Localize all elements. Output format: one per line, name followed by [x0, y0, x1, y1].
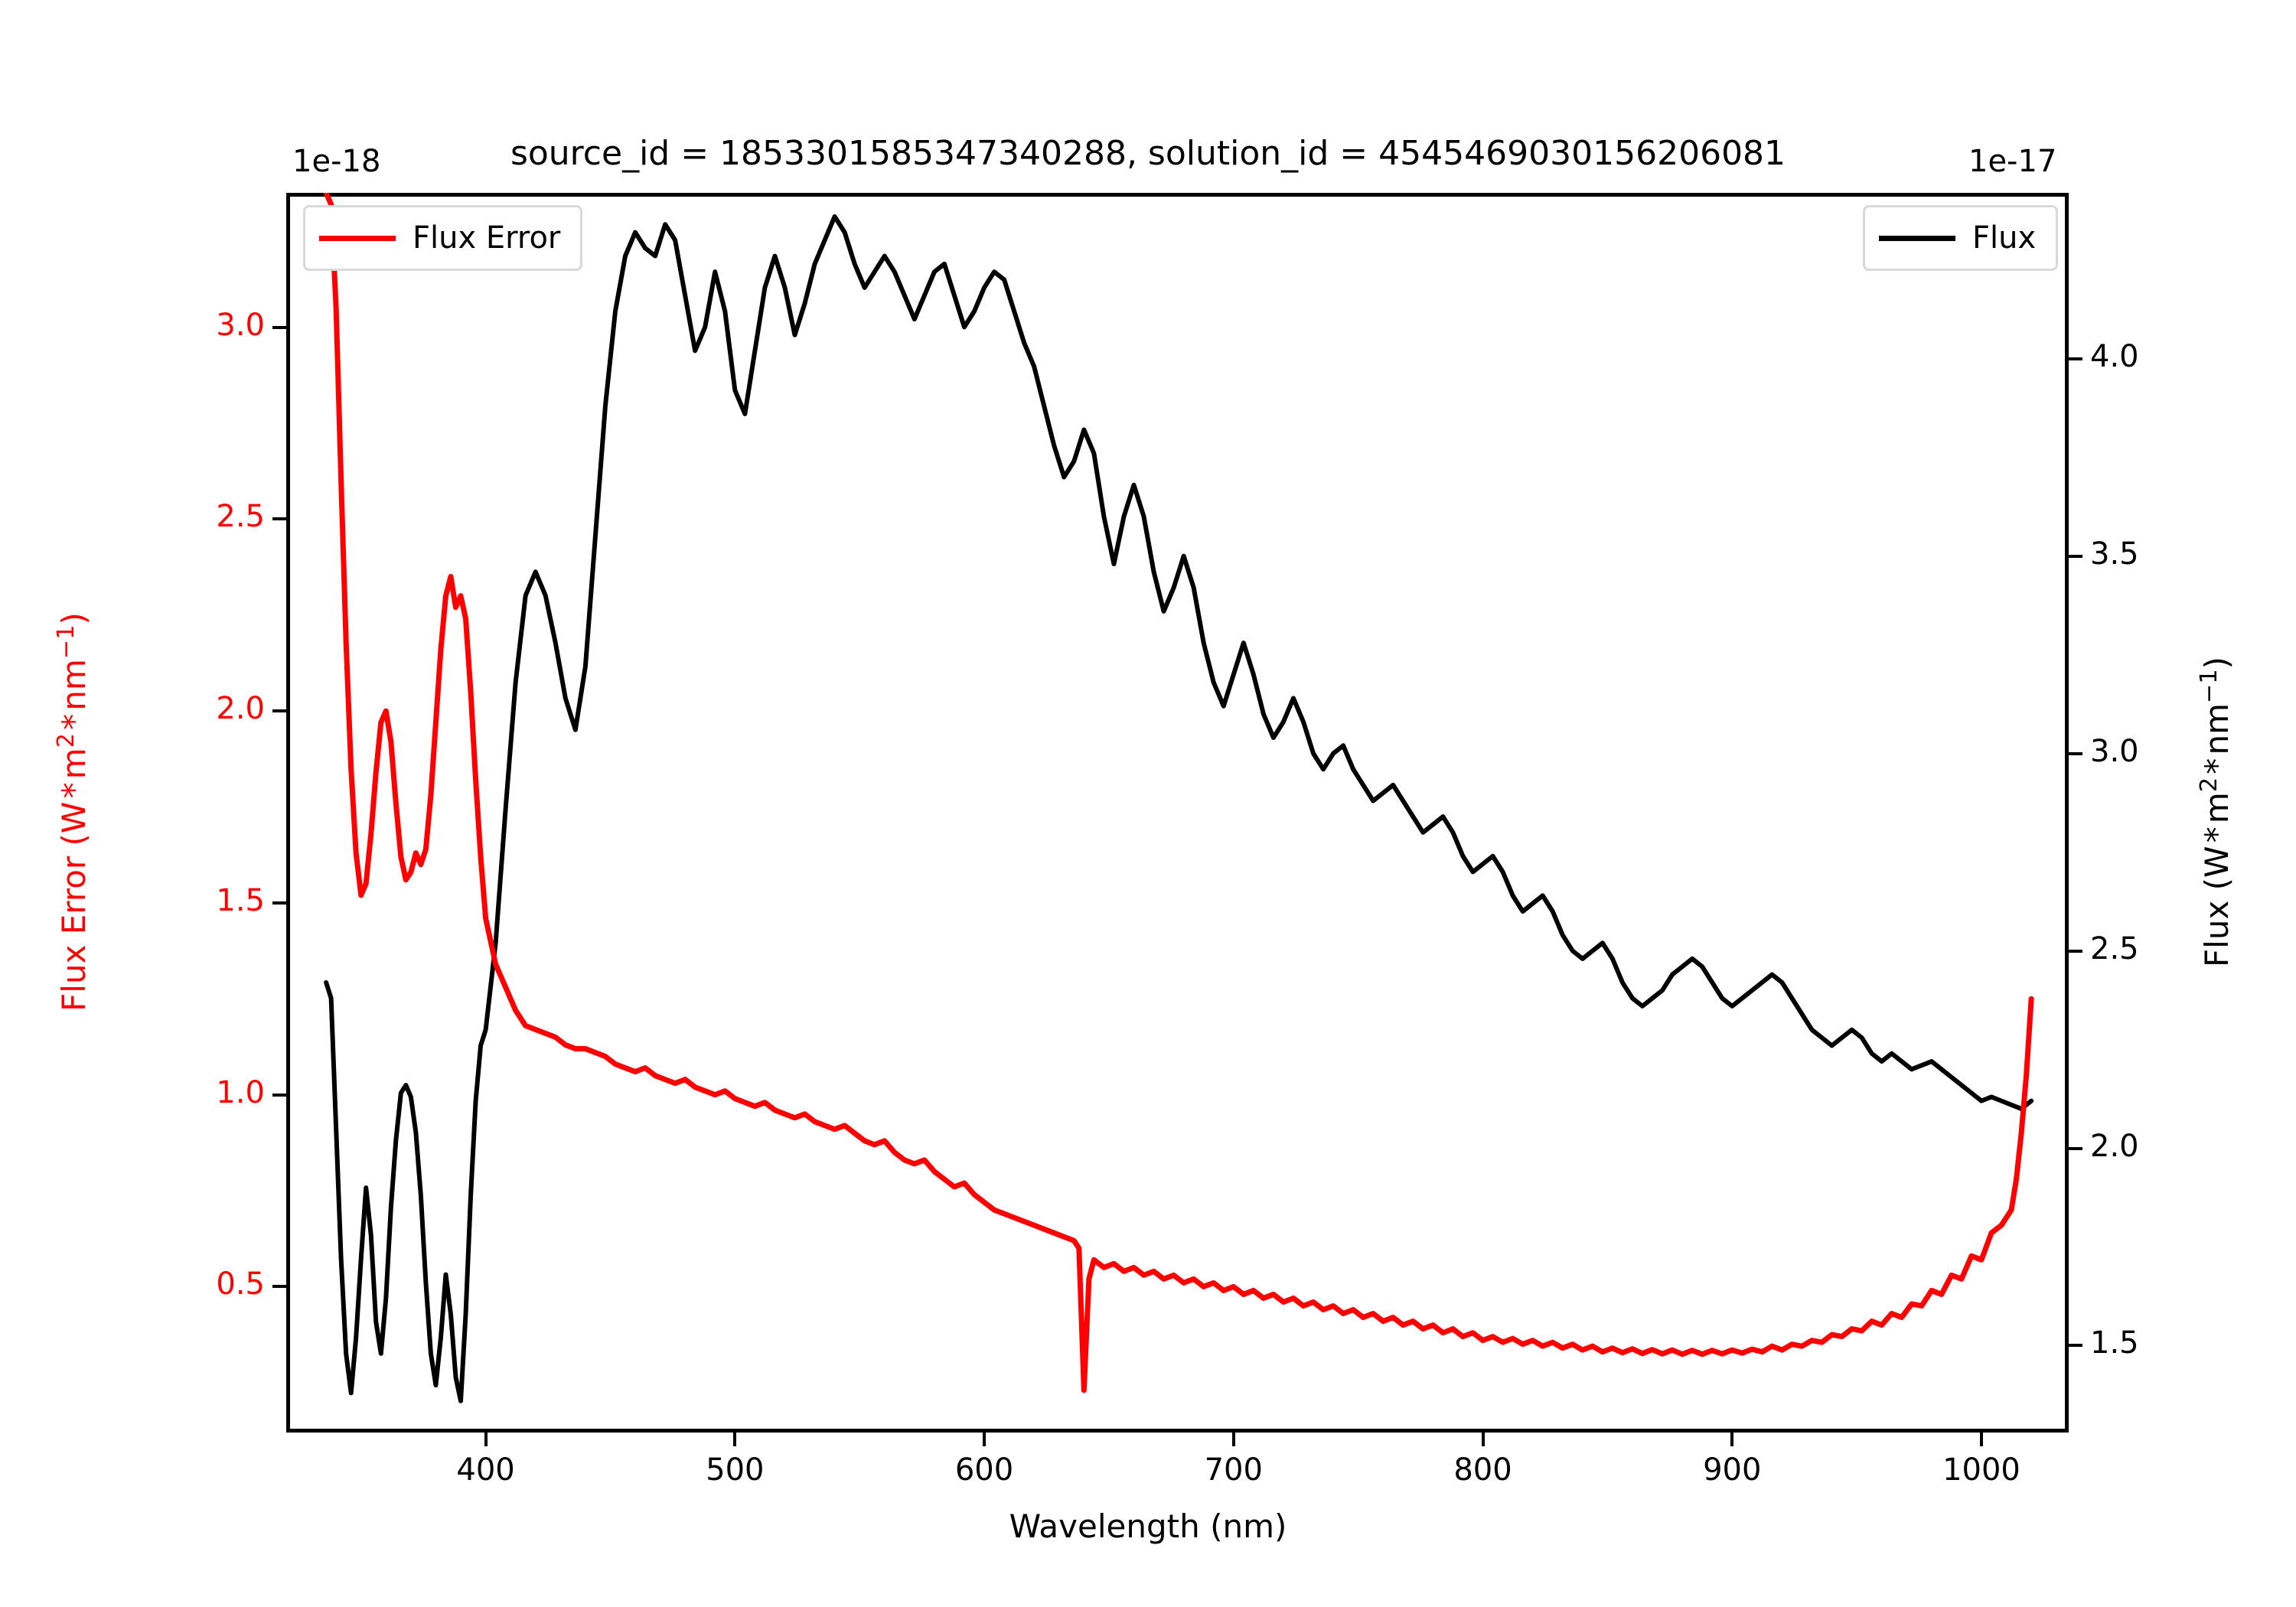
left-tick-mark	[272, 517, 286, 521]
left-axis-offset-label: 1e-18	[292, 144, 381, 179]
legend-swatch-flux-error	[319, 235, 396, 241]
left-tick-label: 2.0	[216, 691, 265, 727]
x-tick-label: 500	[706, 1452, 765, 1488]
legend-flux-error[interactable]: Flux Error	[303, 205, 583, 271]
x-tick-mark	[733, 1433, 737, 1446]
x-tick-label: 900	[1703, 1452, 1762, 1488]
right-tick-label: 2.5	[2090, 931, 2139, 966]
left-tick-label: 2.5	[216, 499, 265, 535]
legend-label-flux: Flux	[1972, 220, 2037, 256]
legend-flux[interactable]: Flux	[1863, 205, 2059, 271]
x-tick-label: 400	[456, 1452, 515, 1488]
plot-series-layer	[323, 193, 2034, 1403]
right-axis-offset-label: 1e-17	[1968, 144, 2057, 179]
flux-line	[324, 214, 2034, 1403]
left-tick-mark	[272, 709, 286, 713]
x-tick-label: 600	[954, 1452, 1014, 1488]
x-tick-label: 1000	[1942, 1452, 2020, 1488]
legend-label-flux-error: Flux Error	[413, 220, 561, 256]
right-tick-label: 3.5	[2090, 536, 2139, 572]
right-tick-label: 4.0	[2090, 338, 2139, 374]
left-tick-label: 3.0	[216, 307, 265, 343]
flux-error-line	[323, 193, 2034, 1393]
right-tick-mark	[2069, 1146, 2082, 1150]
right-tick-mark	[2069, 357, 2082, 360]
right-tick-mark	[2069, 1344, 2082, 1348]
x-tick-mark	[1979, 1433, 1983, 1446]
right-tick-mark	[2069, 751, 2082, 755]
left-tick-mark	[272, 325, 286, 329]
right-tick-label: 1.5	[2090, 1325, 2139, 1361]
plot-frame	[286, 193, 2069, 1433]
left-y-axis-label: Flux Error (W * m2 * nm−1)	[53, 612, 93, 1012]
chart-title: source_id = 1853301585347340288, solutio…	[510, 134, 1786, 173]
x-tick-mark	[983, 1433, 987, 1446]
right-y-axis-label: Flux (W * m2 * nm−1)	[2196, 657, 2236, 967]
x-tick-mark	[484, 1433, 488, 1446]
x-tick-mark	[1730, 1433, 1734, 1446]
right-tick-mark	[2069, 949, 2082, 953]
left-tick-mark	[272, 1285, 286, 1289]
left-tick-label: 1.0	[216, 1074, 265, 1110]
left-tick-mark	[272, 1093, 286, 1097]
x-tick-mark	[1231, 1433, 1235, 1446]
x-tick-label: 700	[1204, 1452, 1263, 1488]
left-tick-label: 0.5	[216, 1266, 265, 1302]
x-tick-label: 800	[1453, 1452, 1512, 1488]
right-tick-label: 2.0	[2090, 1128, 2139, 1164]
left-tick-mark	[272, 901, 286, 905]
x-tick-mark	[1481, 1433, 1485, 1446]
legend-swatch-flux	[1879, 235, 1955, 241]
right-tick-label: 3.0	[2090, 733, 2139, 769]
right-tick-mark	[2069, 554, 2082, 558]
left-tick-label: 1.5	[216, 882, 265, 918]
x-axis-label: Wavelength (nm)	[1009, 1508, 1287, 1545]
